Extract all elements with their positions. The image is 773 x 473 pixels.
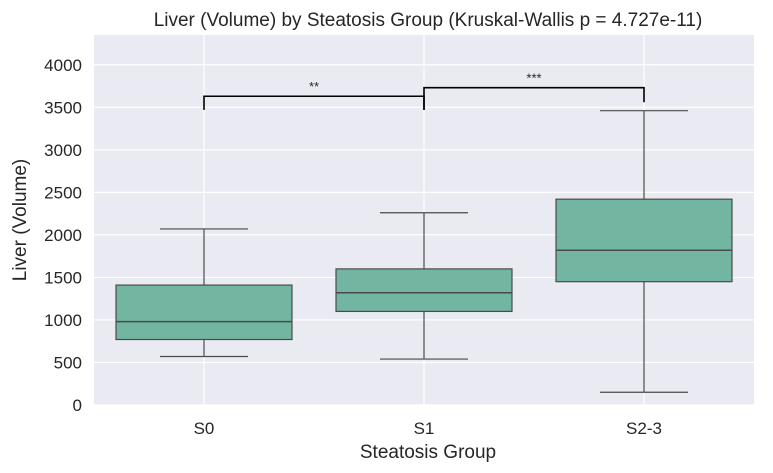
x-tick-label: S0 bbox=[194, 419, 215, 438]
box-S1 bbox=[335, 212, 513, 360]
y-axis-label: Liver (Volume) bbox=[10, 159, 31, 282]
box-S0 bbox=[115, 228, 293, 358]
y-tick-label: 2000 bbox=[44, 226, 82, 245]
significance-label: ** bbox=[309, 79, 319, 94]
y-tick-label: 500 bbox=[54, 353, 82, 372]
boxes bbox=[115, 110, 733, 393]
y-tick-label: 3000 bbox=[44, 141, 82, 160]
y-tick-label: 1500 bbox=[44, 268, 82, 287]
y-tick-label: 4000 bbox=[44, 56, 82, 75]
x-tick-label: S1 bbox=[414, 419, 435, 438]
significance-bracket bbox=[423, 86, 645, 110]
y-ticks: 0 500 1000 1500 2000 2500 3000 3500 4000 bbox=[44, 56, 82, 415]
y-tick-label: 3500 bbox=[44, 98, 82, 117]
significance-label: *** bbox=[526, 71, 541, 86]
y-tick-label: 1000 bbox=[44, 311, 82, 330]
significance-brackets: ***** bbox=[203, 71, 645, 110]
box-S2-3 bbox=[555, 110, 733, 393]
x-ticks: S0 S1 S2-3 bbox=[194, 419, 662, 438]
y-tick-label: 2500 bbox=[44, 183, 82, 202]
box-iqr bbox=[115, 284, 293, 341]
x-tick-label: S2-3 bbox=[626, 419, 662, 438]
y-tick-label: 0 bbox=[73, 396, 82, 415]
x-axis-label: Steatosis Group bbox=[360, 442, 496, 463]
chart-title: Liver (Volume) by Steatosis Group (Krusk… bbox=[154, 10, 703, 31]
box-iqr bbox=[335, 268, 513, 313]
box-iqr bbox=[555, 198, 733, 283]
